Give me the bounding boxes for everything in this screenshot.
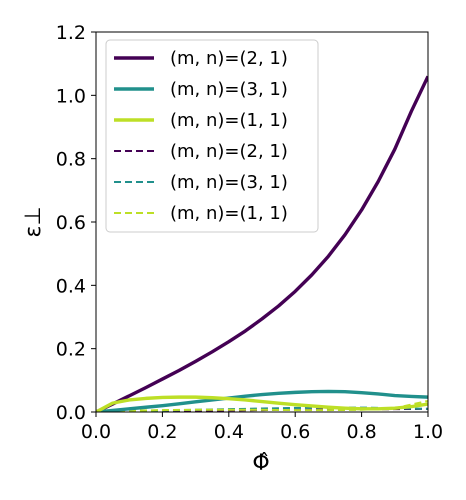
x-tick-label: 0.0 <box>81 421 111 443</box>
y-tick-label: 0.0 <box>56 402 86 424</box>
x-tick-label: 1.0 <box>413 421 443 443</box>
y-tick-label: 1.2 <box>56 22 86 44</box>
x-tick-label: 0.2 <box>147 421 177 443</box>
legend-label: (m, n)=(1, 1) <box>170 110 288 131</box>
series-line-0 <box>96 75 428 412</box>
legend-label: (m, n)=(1, 1) <box>170 203 288 224</box>
y-tick-label: 1.0 <box>56 85 86 107</box>
legend-label: (m, n)=(3, 1) <box>170 172 288 193</box>
y-tick-label: 0.8 <box>56 149 86 171</box>
y-tick-label: 0.2 <box>56 339 86 361</box>
legend: (m, n)=(2, 1) (m, n)=(3, 1) (m, n)=(1, 1) (… <box>105 39 319 233</box>
legend-box <box>105 39 319 233</box>
y-tick-label: 0.4 <box>56 275 86 297</box>
x-tick-label: 0.4 <box>214 421 244 443</box>
legend-label: (m, n)=(2, 1) <box>170 141 288 162</box>
legend-label: (m, n)=(3, 1) <box>170 79 288 100</box>
series-line-2 <box>96 395 428 412</box>
x-tick-label: 0.6 <box>280 421 310 443</box>
axes: 0.0 0.2 0.4 0.6 0.8 1.0 0.0 0.2 0.4 0.6 0.8 1.0 1.2 <box>56 22 443 443</box>
x-tick-label: 0.8 <box>346 421 376 443</box>
plot-area <box>96 75 428 412</box>
series-group <box>96 75 428 412</box>
y-axis-title: ε⊥ <box>21 206 46 237</box>
x-axis-title: Φ̂ <box>252 451 269 476</box>
legend-label: (m, n)=(2, 1) <box>170 48 288 69</box>
series-line-1 <box>96 389 428 412</box>
y-tick-label: 0.6 <box>56 212 86 234</box>
